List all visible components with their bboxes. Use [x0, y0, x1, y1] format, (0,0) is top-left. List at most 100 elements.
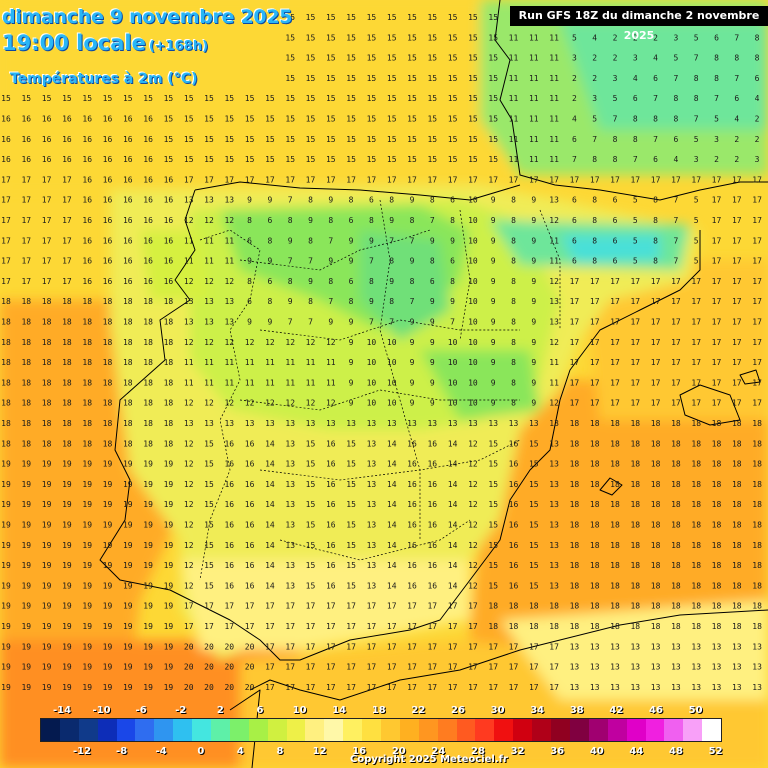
svg-text:17: 17: [671, 378, 681, 387]
svg-text:17: 17: [691, 297, 701, 306]
scale-swatch: [532, 719, 552, 741]
svg-text:6: 6: [369, 196, 374, 205]
svg-text:19: 19: [143, 642, 153, 651]
svg-text:15: 15: [265, 155, 275, 164]
scale-swatch: [211, 719, 230, 741]
svg-text:10: 10: [387, 399, 397, 408]
svg-text:16: 16: [224, 521, 234, 530]
svg-text:13: 13: [549, 196, 559, 205]
svg-text:16: 16: [103, 257, 113, 266]
svg-text:17: 17: [407, 642, 417, 651]
svg-text:5: 5: [714, 115, 719, 124]
svg-text:19: 19: [103, 602, 113, 611]
svg-text:13: 13: [549, 318, 559, 327]
svg-text:17: 17: [671, 399, 681, 408]
svg-text:16: 16: [326, 480, 336, 489]
svg-text:15: 15: [346, 13, 356, 22]
svg-text:18: 18: [590, 602, 600, 611]
svg-text:17: 17: [387, 683, 397, 692]
scale-label-bottom: 16: [352, 746, 367, 757]
svg-text:18: 18: [610, 500, 620, 509]
svg-text:19: 19: [123, 460, 133, 469]
svg-text:16: 16: [245, 581, 255, 590]
svg-text:9: 9: [410, 318, 415, 327]
svg-text:17: 17: [671, 338, 681, 347]
svg-text:16: 16: [82, 216, 92, 225]
svg-text:17: 17: [346, 683, 356, 692]
svg-text:13: 13: [671, 683, 681, 692]
scale-swatch: [664, 719, 684, 741]
svg-text:17: 17: [732, 175, 742, 184]
svg-text:17: 17: [630, 338, 640, 347]
svg-text:16: 16: [326, 521, 336, 530]
svg-text:7: 7: [734, 33, 739, 42]
svg-text:17: 17: [367, 602, 377, 611]
svg-text:15: 15: [306, 460, 316, 469]
svg-text:18: 18: [691, 581, 701, 590]
svg-text:15: 15: [387, 74, 397, 83]
svg-text:11: 11: [224, 358, 234, 367]
scale-label-bottom: 44: [629, 746, 644, 757]
scale-label-bottom: 4: [236, 746, 244, 757]
svg-text:13: 13: [367, 541, 377, 550]
svg-text:15: 15: [448, 135, 458, 144]
svg-text:15: 15: [265, 94, 275, 103]
svg-text:6: 6: [247, 236, 252, 245]
svg-text:13: 13: [529, 419, 539, 428]
scale-swatch: [135, 719, 155, 741]
svg-text:17: 17: [21, 175, 31, 184]
svg-text:10: 10: [468, 297, 478, 306]
svg-text:15: 15: [265, 135, 275, 144]
svg-text:13: 13: [184, 196, 194, 205]
svg-text:11: 11: [224, 378, 234, 387]
svg-text:11: 11: [184, 236, 194, 245]
scale-label-bottom: -8: [116, 746, 128, 757]
svg-text:18: 18: [123, 297, 133, 306]
svg-text:17: 17: [346, 175, 356, 184]
svg-text:15: 15: [306, 561, 316, 570]
svg-text:15: 15: [448, 33, 458, 42]
svg-text:8: 8: [633, 135, 638, 144]
svg-text:9: 9: [491, 196, 496, 205]
svg-text:15: 15: [346, 94, 356, 103]
svg-text:17: 17: [42, 277, 52, 286]
svg-text:17: 17: [732, 358, 742, 367]
svg-text:19: 19: [103, 460, 113, 469]
svg-text:19: 19: [164, 581, 174, 590]
svg-text:16: 16: [224, 460, 234, 469]
svg-text:17: 17: [62, 236, 72, 245]
svg-text:13: 13: [306, 419, 316, 428]
svg-text:16: 16: [245, 480, 255, 489]
svg-text:15: 15: [387, 54, 397, 63]
svg-text:19: 19: [82, 541, 92, 550]
svg-text:20: 20: [184, 683, 194, 692]
svg-text:13: 13: [651, 683, 661, 692]
svg-text:8: 8: [511, 277, 516, 286]
svg-text:17: 17: [488, 683, 498, 692]
scale-swatch: [569, 719, 589, 741]
svg-text:8: 8: [592, 216, 597, 225]
svg-text:18: 18: [1, 439, 11, 448]
svg-text:18: 18: [42, 358, 52, 367]
svg-text:17: 17: [285, 683, 295, 692]
svg-text:17: 17: [427, 602, 437, 611]
svg-text:18: 18: [732, 541, 742, 550]
svg-text:9: 9: [531, 338, 536, 347]
svg-text:17: 17: [712, 297, 722, 306]
svg-text:17: 17: [590, 318, 600, 327]
svg-text:10: 10: [387, 358, 397, 367]
svg-text:12: 12: [265, 338, 275, 347]
svg-text:16: 16: [407, 561, 417, 570]
svg-text:17: 17: [427, 683, 437, 692]
svg-text:18: 18: [143, 399, 153, 408]
svg-text:18: 18: [691, 521, 701, 530]
svg-text:12: 12: [184, 581, 194, 590]
svg-text:18: 18: [590, 541, 600, 550]
svg-text:11: 11: [509, 74, 519, 83]
svg-text:18: 18: [42, 419, 52, 428]
svg-text:19: 19: [103, 642, 113, 651]
svg-text:15: 15: [306, 541, 316, 550]
forecast-time-text: 19:00 locale: [2, 31, 146, 55]
svg-text:13: 13: [285, 561, 295, 570]
svg-text:18: 18: [590, 561, 600, 570]
